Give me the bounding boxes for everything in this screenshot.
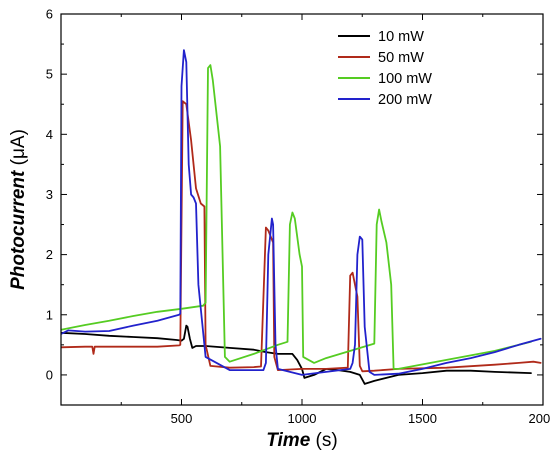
y-axis-title-main: Photocurrent bbox=[8, 170, 29, 290]
series-line-10-mw bbox=[61, 324, 532, 385]
x-tick-label: 1000 bbox=[288, 411, 317, 426]
legend-label: 100 mW bbox=[378, 71, 432, 87]
x-tick-label: 1500 bbox=[408, 411, 437, 426]
y-tick-label: 3 bbox=[46, 187, 53, 202]
y-tick-label: 1 bbox=[46, 307, 53, 322]
y-tick-label: 4 bbox=[46, 127, 53, 142]
y-axis-title-unit: (μA) bbox=[8, 129, 29, 171]
x-axis-title: Time (s) bbox=[266, 430, 337, 451]
y-tick-label: 2 bbox=[46, 247, 53, 262]
y-axis-title: Photocurrent (μA) bbox=[8, 129, 29, 290]
x-axis-title-unit: (s) bbox=[310, 430, 337, 451]
legend-label: 10 mW bbox=[378, 29, 424, 45]
y-tick-label: 6 bbox=[46, 7, 53, 22]
series-line-200-mw bbox=[61, 49, 542, 376]
legend: 10 mW 50 mW 100 mW 200 mW bbox=[338, 29, 432, 108]
x-tick-label: 500 bbox=[171, 411, 193, 426]
series-line-50-mw bbox=[61, 100, 542, 373]
series-layer bbox=[61, 49, 542, 385]
series-line-100-mw bbox=[61, 64, 532, 370]
legend-label: 50 mW bbox=[378, 50, 424, 66]
y-tick-label: 5 bbox=[46, 67, 53, 82]
x-axis-title-main: Time bbox=[266, 430, 310, 451]
y-tick-label: 0 bbox=[46, 367, 53, 382]
legend-label: 200 mW bbox=[378, 92, 432, 108]
